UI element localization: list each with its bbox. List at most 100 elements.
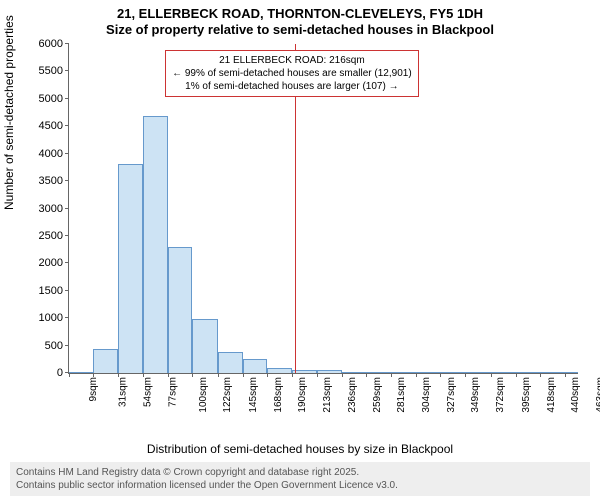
histogram-bar (192, 319, 217, 373)
x-tick-mark (292, 373, 293, 377)
x-tick-mark (516, 373, 517, 377)
x-tick-mark (69, 373, 70, 377)
x-tick-label: 304sqm (421, 377, 432, 413)
histogram-bar (69, 372, 93, 373)
x-tick-mark (440, 373, 441, 377)
x-tick-label: 77sqm (168, 377, 179, 407)
annotation-box: 21 ELLERBECK ROAD: 216sqm ← 99% of semi-… (165, 50, 419, 97)
y-tick-mark (65, 125, 69, 126)
y-tick-label: 0 (23, 367, 69, 379)
y-tick-mark (65, 70, 69, 71)
histogram-bar (491, 372, 516, 373)
histogram-bar (93, 349, 118, 373)
x-tick-mark (93, 373, 94, 377)
y-tick-label: 4500 (23, 120, 69, 132)
histogram-bar (243, 359, 267, 373)
annotation-line2: ← 99% of semi-detached houses are smalle… (172, 67, 412, 80)
x-tick-label: 349sqm (470, 377, 481, 413)
y-tick-label: 500 (23, 340, 69, 352)
y-tick-label: 6000 (23, 38, 69, 50)
y-tick-mark (65, 180, 69, 181)
x-tick-label: 327sqm (446, 377, 457, 413)
histogram-bar (540, 372, 565, 373)
x-tick-label: 9sqm (88, 377, 99, 401)
x-tick-label: 100sqm (198, 377, 209, 413)
x-tick-label: 236sqm (347, 377, 358, 413)
chart-title-desc: Size of property relative to semi-detach… (0, 22, 600, 37)
annotation-line3: 1% of semi-detached houses are larger (1… (172, 80, 412, 93)
chart-title-address: 21, ELLERBECK ROAD, THORNTON-CLEVELEYS, … (0, 6, 600, 21)
x-tick-mark (218, 373, 219, 377)
x-tick-mark (491, 373, 492, 377)
y-tick-mark (65, 345, 69, 346)
histogram-bar (143, 116, 168, 373)
x-tick-mark (143, 373, 144, 377)
y-tick-label: 4000 (23, 148, 69, 160)
x-tick-mark (168, 373, 169, 377)
x-tick-mark (391, 373, 392, 377)
y-tick-mark (65, 235, 69, 236)
x-tick-label: 122sqm (223, 377, 234, 413)
attribution-footer: Contains HM Land Registry data © Crown c… (10, 462, 590, 496)
x-tick-mark (465, 373, 466, 377)
y-tick-mark (65, 43, 69, 44)
plot-area: 21 ELLERBECK ROAD: 216sqm ← 99% of semi-… (68, 44, 578, 374)
property-size-histogram: 21, ELLERBECK ROAD, THORNTON-CLEVELEYS, … (0, 0, 600, 500)
histogram-bar (342, 372, 366, 373)
footer-line1: Contains HM Land Registry data © Crown c… (16, 466, 584, 479)
y-tick-label: 1500 (23, 285, 69, 297)
y-tick-label: 5500 (23, 65, 69, 77)
footer-line2: Contains public sector information licen… (16, 479, 584, 492)
x-tick-label: 259sqm (372, 377, 383, 413)
y-tick-label: 5000 (23, 93, 69, 105)
x-tick-mark (243, 373, 244, 377)
x-tick-mark (565, 373, 566, 377)
x-tick-mark (267, 373, 268, 377)
y-tick-mark (65, 208, 69, 209)
x-axis-label: Distribution of semi-detached houses by … (0, 442, 600, 456)
y-axis-label: Number of semi-detached properties (2, 15, 16, 210)
y-tick-label: 3500 (23, 175, 69, 187)
y-tick-label: 3000 (23, 203, 69, 215)
histogram-bar (168, 247, 192, 373)
x-tick-label: 281sqm (396, 377, 407, 413)
x-tick-label: 213sqm (322, 377, 333, 413)
histogram-bar (218, 352, 243, 373)
y-tick-mark (65, 98, 69, 99)
x-tick-mark (416, 373, 417, 377)
y-tick-mark (65, 262, 69, 263)
x-tick-mark (192, 373, 193, 377)
x-tick-label: 418sqm (546, 377, 557, 413)
histogram-bar (366, 372, 391, 373)
y-tick-label: 2500 (23, 230, 69, 242)
x-tick-label: 372sqm (496, 377, 507, 413)
x-tick-label: 440sqm (570, 377, 581, 413)
x-tick-mark (540, 373, 541, 377)
x-tick-label: 54sqm (143, 377, 154, 407)
histogram-bar (565, 372, 578, 373)
x-tick-label: 168sqm (273, 377, 284, 413)
annotation-line1: 21 ELLERBECK ROAD: 216sqm (172, 54, 412, 67)
x-tick-mark (342, 373, 343, 377)
x-tick-label: 145sqm (248, 377, 259, 413)
y-tick-mark (65, 317, 69, 318)
histogram-bar (440, 372, 465, 373)
histogram-bar (118, 164, 143, 373)
y-tick-label: 1000 (23, 312, 69, 324)
histogram-bar (317, 370, 342, 373)
x-tick-mark (118, 373, 119, 377)
x-tick-label: 31sqm (118, 377, 129, 407)
histogram-bar (516, 372, 540, 373)
x-tick-label: 395sqm (521, 377, 532, 413)
y-tick-label: 2000 (23, 257, 69, 269)
histogram-bar (267, 368, 292, 373)
histogram-bar (416, 372, 440, 373)
histogram-bar (465, 372, 490, 373)
y-tick-mark (65, 153, 69, 154)
x-tick-label: 463sqm (595, 377, 600, 413)
x-tick-mark (366, 373, 367, 377)
y-tick-mark (65, 290, 69, 291)
histogram-bar (391, 372, 416, 373)
x-tick-label: 190sqm (297, 377, 308, 413)
x-tick-mark (317, 373, 318, 377)
